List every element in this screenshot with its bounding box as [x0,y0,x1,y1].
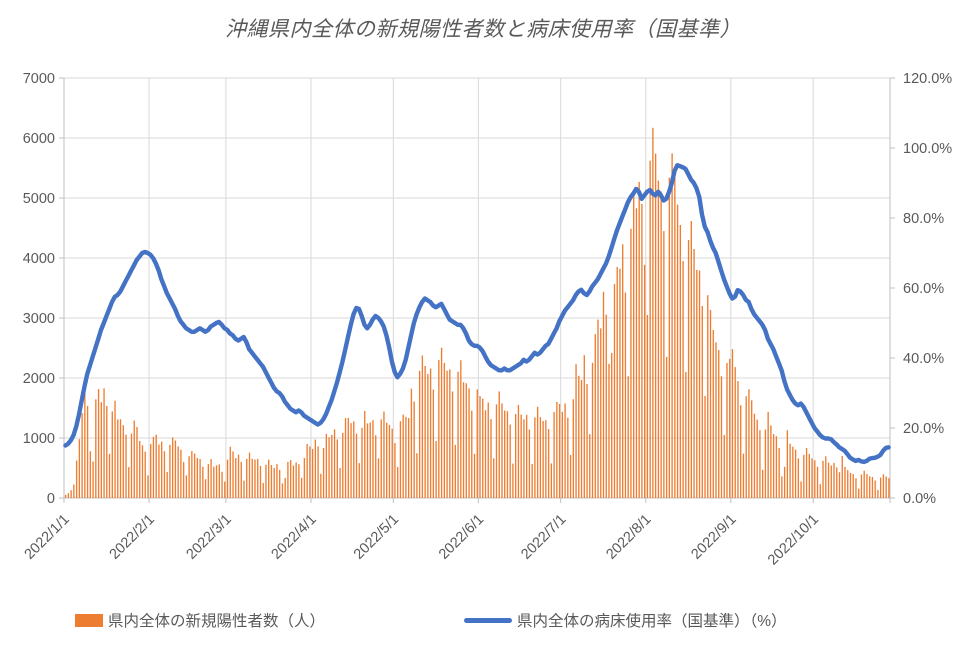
bedrate-line-swatch [464,617,512,623]
svg-text:2022/3/1: 2022/3/1 [184,512,235,563]
svg-text:0.0%: 0.0% [903,491,936,507]
legend-cases-label: 県内全体の新規陽性者数（人） [108,613,326,630]
svg-text:20.0%: 20.0% [903,421,944,437]
svg-text:6000: 6000 [23,131,55,147]
right-axis-labels: 0.0% 20.0% 40.0% 60.0% 80.0% 100.0% 120.0% [903,71,952,507]
svg-text:0: 0 [47,491,55,507]
legend-item-cases: 県内全体の新規陽性者数（人） [75,608,325,632]
svg-text:2022/7/1: 2022/7/1 [518,512,569,563]
svg-text:2000: 2000 [23,371,55,387]
svg-text:2022/9/1: 2022/9/1 [688,512,739,563]
series-new-cases-bars [64,127,890,499]
svg-text:7000: 7000 [23,71,55,87]
svg-text:2022/10/1: 2022/10/1 [765,512,822,569]
left-axis-labels: 0 1000 2000 3000 4000 5000 6000 7000 [23,71,55,507]
svg-text:120.0%: 120.0% [903,71,952,87]
svg-text:4000: 4000 [23,251,55,267]
svg-text:40.0%: 40.0% [903,351,944,367]
x-axis-labels: 2022/1/1 2022/2/1 2022/3/1 2022/4/1 2022/5/1… [22,512,822,569]
svg-text:60.0%: 60.0% [903,281,944,297]
svg-text:1000: 1000 [23,431,55,447]
legend: 県内全体の新規陽性者数（人） 県内全体の病床使用率（国基準）（%） [0,608,966,636]
svg-text:5000: 5000 [23,191,55,207]
svg-text:2022/8/1: 2022/8/1 [603,512,654,563]
svg-text:2022/2/1: 2022/2/1 [107,512,158,563]
svg-text:2022/1/1: 2022/1/1 [22,512,73,563]
svg-text:2022/4/1: 2022/4/1 [269,512,320,563]
cases-bar-swatch [75,613,103,627]
svg-text:100.0%: 100.0% [903,141,952,157]
series-bed-usage-line [63,162,891,465]
svg-text:80.0%: 80.0% [903,211,944,227]
gridlines-horizontal [64,77,890,439]
svg-text:2022/6/1: 2022/6/1 [436,512,487,563]
chart-title: 沖縄県内全体の新規陽性者数と病床使用率（国基準） [225,18,741,41]
legend-bedrate-label: 県内全体の病床使用率（国基準）（%） [517,613,787,630]
svg-text:2022/5/1: 2022/5/1 [351,512,402,563]
svg-text:3000: 3000 [23,311,55,327]
legend-item-bedrate: 県内全体の病床使用率（国基準）（%） [464,608,787,632]
